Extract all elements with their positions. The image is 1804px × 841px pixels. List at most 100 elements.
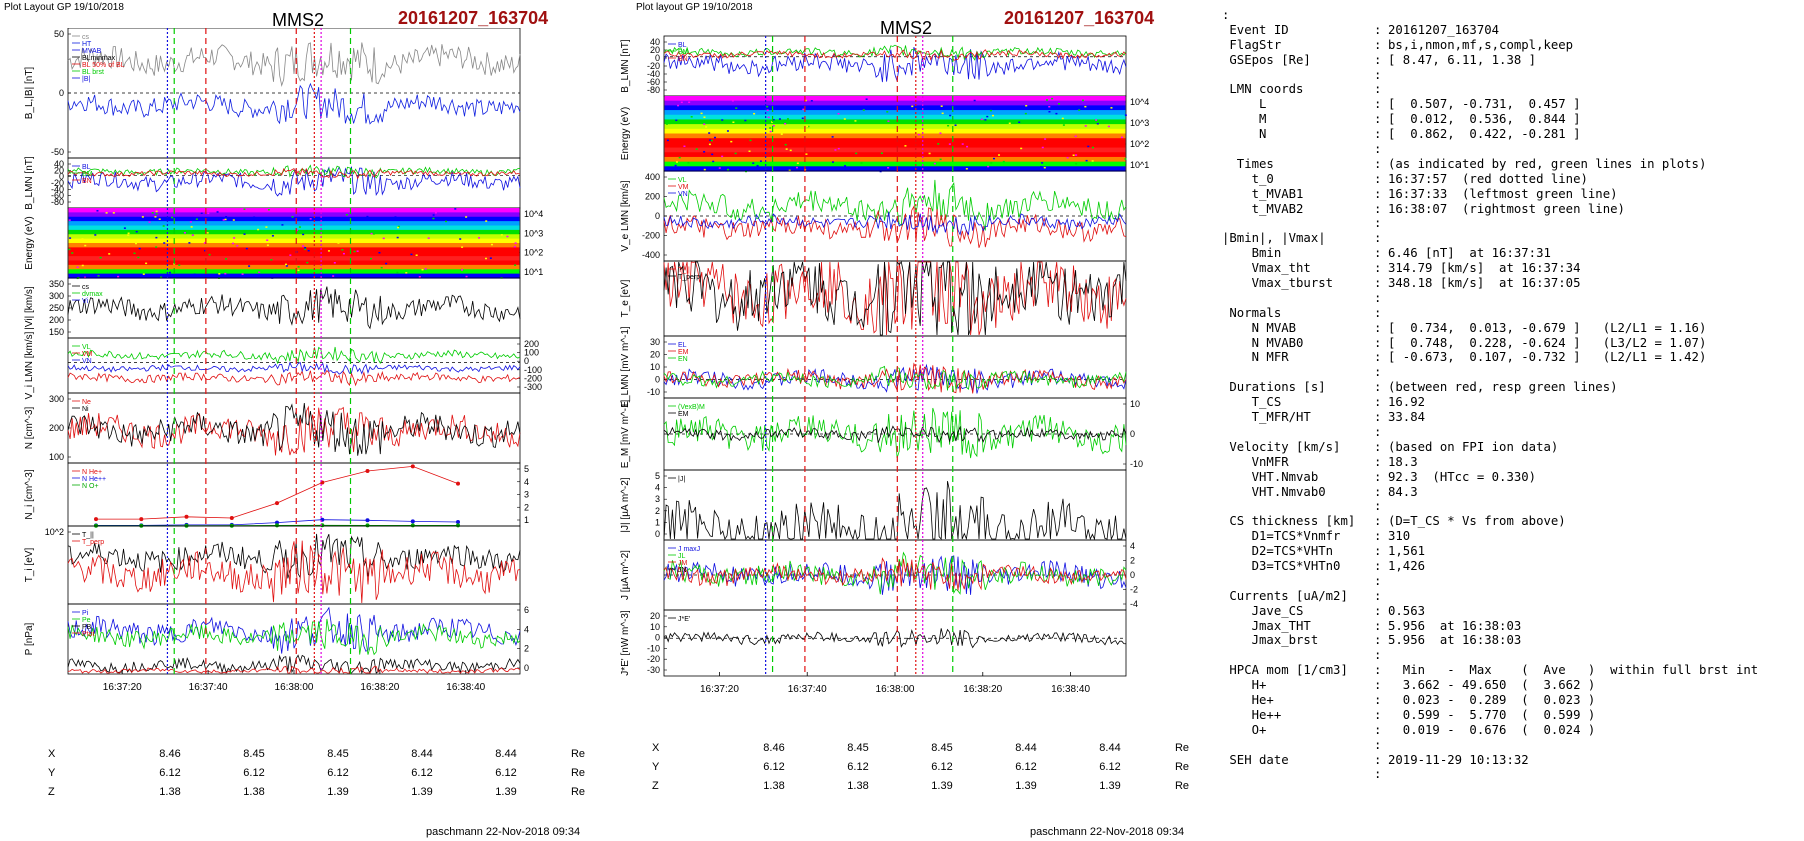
spectrogram-speckle: [666, 139, 669, 142]
info-row: T_CS:16.92: [1222, 395, 1758, 410]
spectrogram-speckle: [772, 124, 775, 127]
info-row: N MVAB0: [ 0.748, 0.228, -0.624 ] (L3/L2 …: [1222, 336, 1758, 351]
info-colon: :: [1374, 97, 1382, 112]
panel: T_i [eV] 10^2 T_||T_perp: [24, 525, 521, 605]
spectrogram-speckle: [304, 246, 307, 249]
panel-ytick-label: 100: [49, 452, 64, 462]
spectrogram-speckle: [855, 152, 858, 155]
info-key: [1222, 68, 1374, 83]
spectrogram-speckle: [245, 247, 248, 250]
info-colon: :: [1374, 335, 1382, 350]
spectrogram-speckle: [1024, 112, 1027, 115]
spectrogram-speckle: [270, 259, 273, 261]
spectrogram-speckle: [788, 169, 791, 172]
spectrogram-speckle: [203, 242, 206, 244]
spectrogram-speckle: [1087, 145, 1090, 148]
info-colon: :: [1374, 439, 1382, 454]
spectrogram-speckle: [489, 257, 492, 259]
info-key: He++: [1222, 707, 1282, 722]
info-value: (as indicated by red, green lines in plo…: [1388, 156, 1707, 171]
legend-label: VN: [82, 358, 92, 365]
coord-unit: Re: [570, 766, 586, 779]
spectrogram-speckle: [266, 244, 269, 246]
info-value: 2019-11-29 10:13:32: [1388, 752, 1529, 767]
spectrogram-speckle: [727, 168, 730, 171]
panel-ytick-label: 40: [54, 159, 64, 169]
spectrogram-speckle: [687, 161, 690, 164]
panel-ytick-label: 10: [650, 622, 660, 632]
panel-ytick-label: -30: [647, 665, 660, 675]
spectrogram-speckle: [257, 228, 260, 231]
info-value: 0.599 - 5.770 ( 0.599 ): [1388, 707, 1596, 722]
panel-ytick-label: 0: [655, 53, 660, 63]
panel-ytick-label: -10: [647, 387, 660, 397]
info-value: 84.3: [1388, 484, 1418, 499]
legend-label: EN: [678, 356, 688, 363]
legend-label: dvmax: [82, 291, 103, 298]
info-key: GSEpos [Re]: [1222, 52, 1311, 67]
spectrogram-speckle: [418, 276, 421, 278]
spectrogram-speckle: [138, 247, 141, 250]
info-colon: :: [1374, 246, 1382, 261]
spectrogram-speckle: [356, 250, 359, 252]
spectrogram-speckle: [243, 208, 246, 211]
legend-label: Vi: [82, 298, 89, 305]
spectrogram-speckle: [1066, 156, 1069, 159]
spectrogram-speckle: [68, 248, 71, 251]
info-row: :: [1222, 499, 1758, 514]
panel-ylabel: E_M [mV m^-1]: [620, 399, 631, 468]
spectrogram-speckle: [1072, 154, 1075, 156]
info-key: N MFR: [1222, 350, 1289, 365]
spectrogram-speckle: [224, 272, 227, 275]
panel-ytick-label: -300: [524, 382, 542, 392]
info-row: :: [1222, 648, 1758, 663]
spectrogram-speckle: [785, 148, 788, 150]
spectrogram-speckle: [421, 268, 424, 271]
legend-label: Ptot: [82, 631, 95, 638]
info-colon: :: [1374, 737, 1382, 752]
spectrogram-speckle: [749, 139, 752, 142]
info-row: Vmax_tburst:348.18 [km/s] at 16:37:05: [1222, 276, 1758, 291]
spectrogram-band: [664, 110, 1126, 116]
info-row: Vmax_tht:314.79 [km/s] at 16:37:34: [1222, 261, 1758, 276]
spectrogram-band: [664, 124, 1126, 130]
series-line: [67, 665, 521, 674]
info-colon: :: [1374, 558, 1382, 573]
info-value: 92.3 (HTcc = 0.330): [1388, 469, 1537, 484]
spectrogram-speckle: [465, 216, 468, 218]
spectrogram-speckle: [796, 162, 799, 165]
info-row: Currents [uA/m2]:: [1222, 589, 1758, 604]
spectrogram-speckle: [155, 213, 158, 215]
spectrogram-speckle: [207, 212, 210, 215]
spectrogram-speckle: [445, 220, 448, 223]
spectrogram-speckle: [784, 143, 787, 146]
series-line: [663, 628, 1127, 649]
spectrogram-band: [664, 156, 1126, 163]
info-key: Jave_CS: [1222, 603, 1304, 618]
spectrogram-speckle: [1020, 147, 1023, 150]
spectrogram-speckle: [71, 252, 74, 254]
spectrogram-speckle: [304, 248, 307, 251]
spectrogram-speckle: [155, 236, 158, 239]
series-line: [67, 618, 521, 656]
series-line: [67, 606, 521, 654]
info-row: Durations [s]: (between red, resp green l…: [1222, 380, 1758, 395]
spectrogram-speckle: [297, 269, 300, 272]
spectrogram-band: [664, 166, 1126, 172]
info-colon: :: [1374, 663, 1382, 678]
legend-label: HT: [82, 41, 92, 48]
spectrogram-speckle: [748, 150, 751, 152]
info-value: [ -0.673, 0.107, -0.732 ] (L2/L1 = 1.42): [1388, 350, 1707, 365]
spectrogram-speckle: [695, 148, 698, 150]
info-value: (D=T_CS * Vs from above): [1388, 514, 1566, 529]
spectrogram-speckle: [171, 216, 174, 219]
panel-ytick-label: 4: [524, 477, 529, 487]
series-line: [67, 533, 521, 579]
spectrogram-speckle: [459, 238, 462, 240]
spectrogram-speckle: [204, 249, 207, 252]
spectrogram-speckle: [224, 218, 227, 221]
